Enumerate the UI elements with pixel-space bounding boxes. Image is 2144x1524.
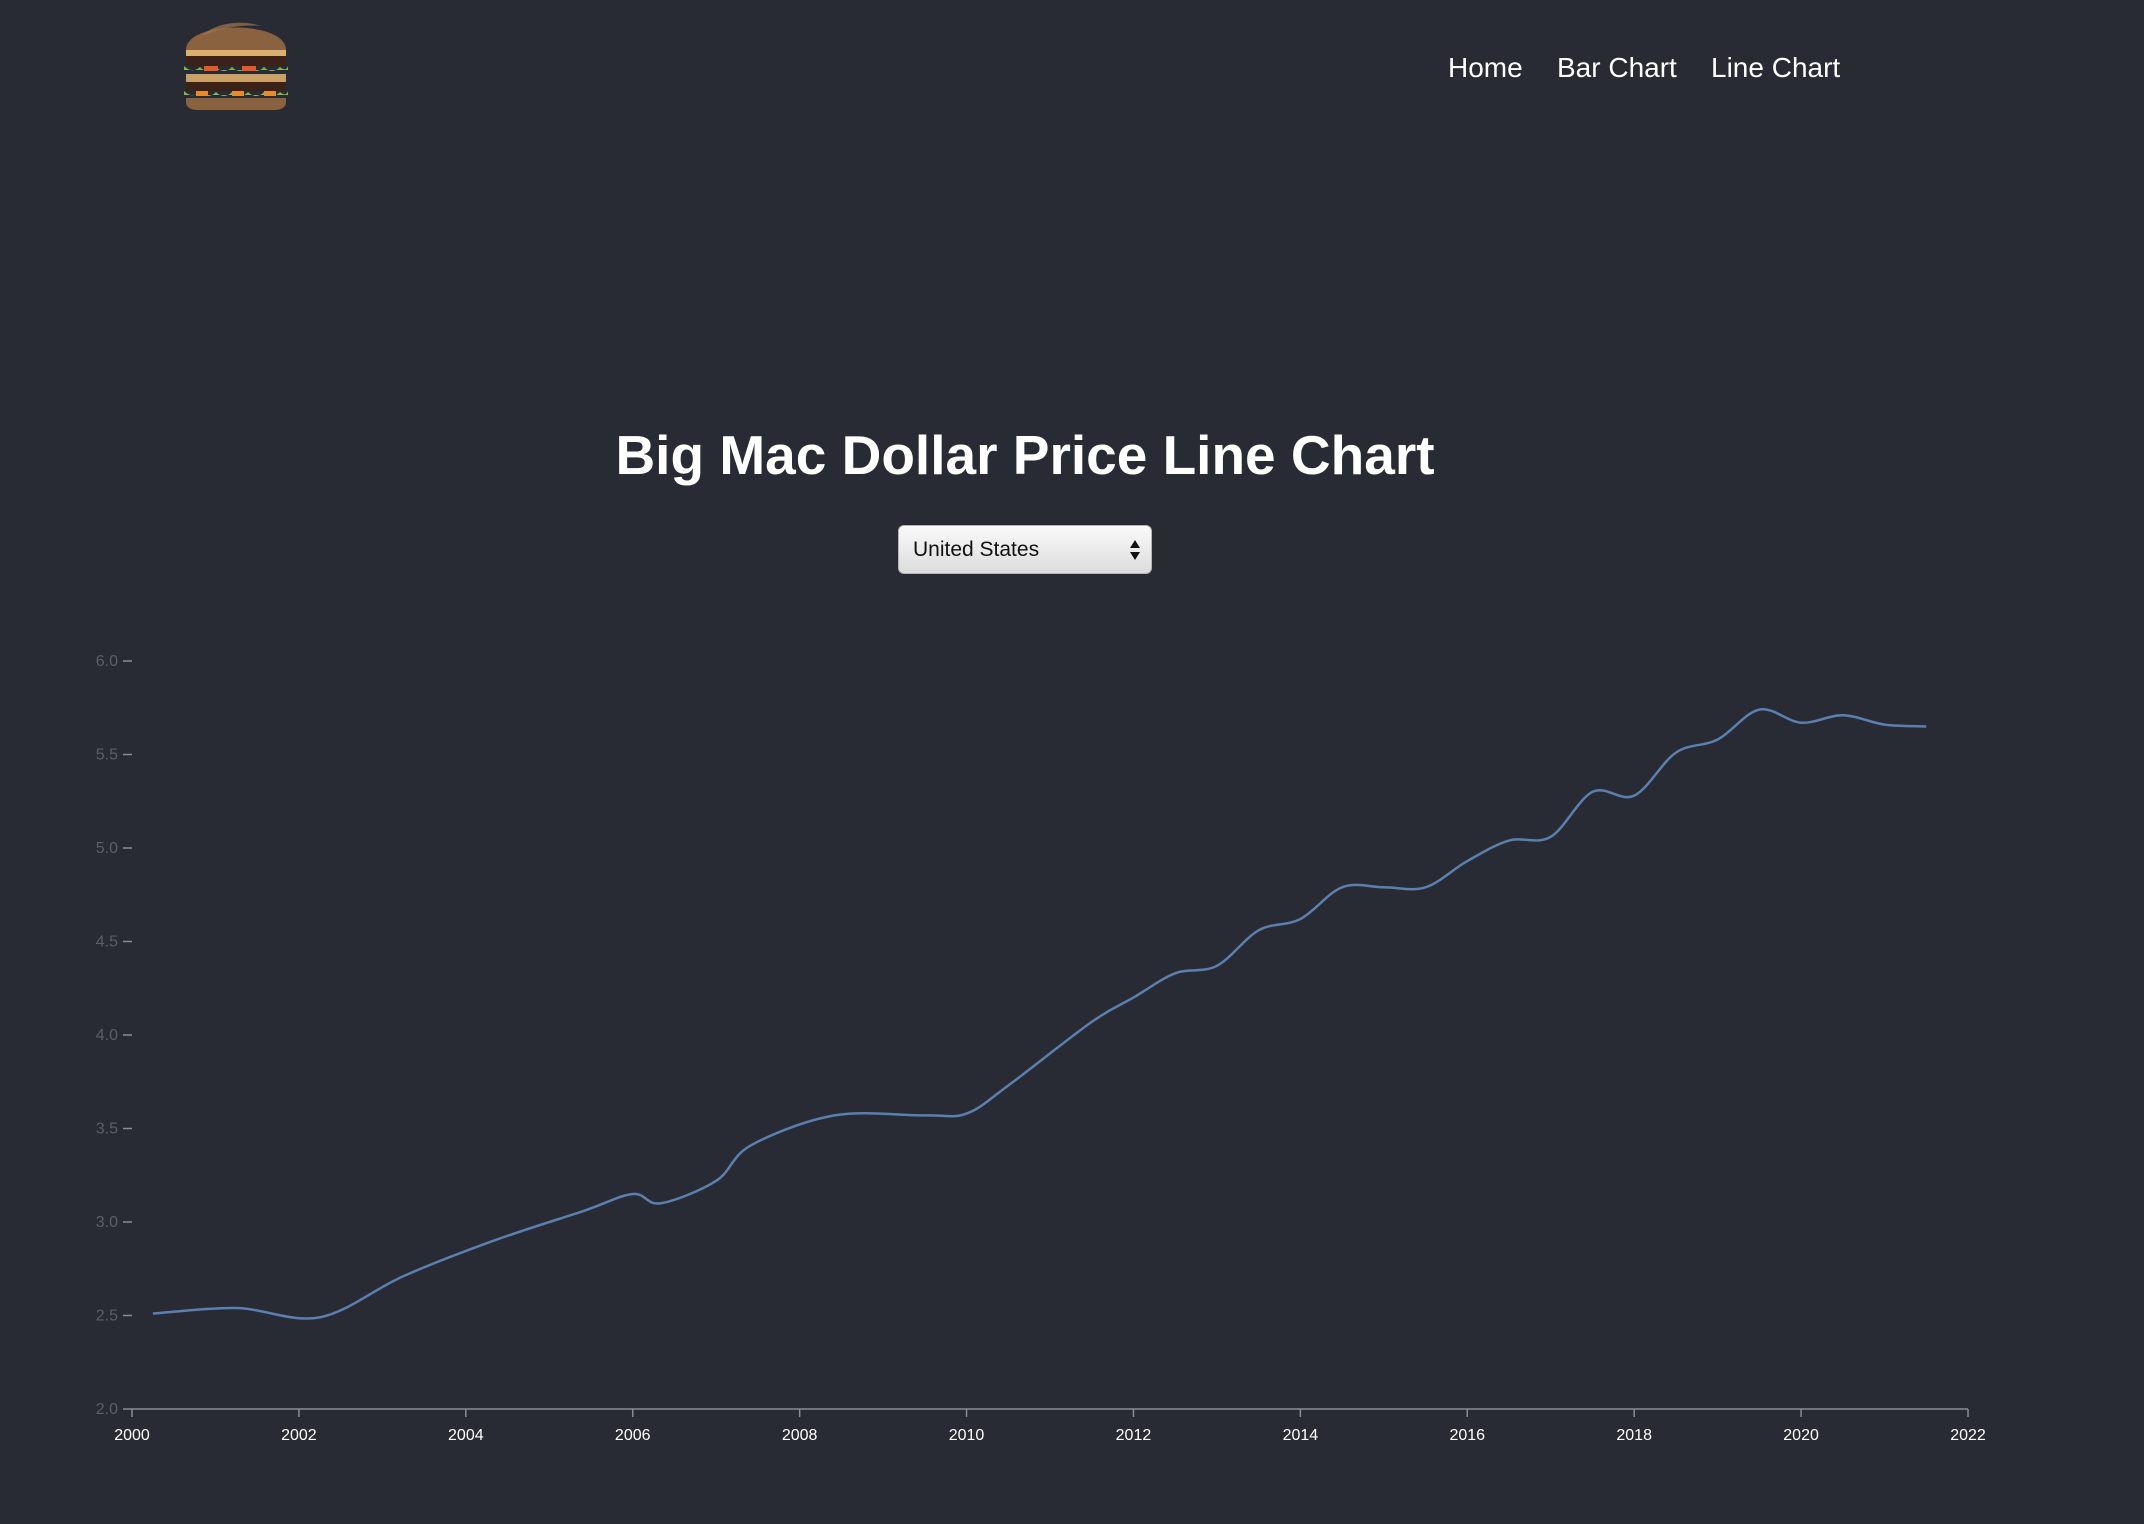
x-tick-label: 2016 <box>1449 1427 1485 1444</box>
y-tick-label: 3.5 <box>96 1121 118 1138</box>
nav-line-chart-link[interactable]: Line Chart <box>1711 52 1841 83</box>
select-arrows-icon <box>1130 540 1140 560</box>
x-tick-label: 2018 <box>1616 1427 1652 1444</box>
y-tick-label: 4.5 <box>96 934 118 951</box>
x-tick-label: 2014 <box>1283 1427 1319 1444</box>
nav-bar-chart-link[interactable]: Bar Chart <box>1557 52 1677 83</box>
burger-logo-icon[interactable] <box>182 14 290 110</box>
x-tick-label: 2012 <box>1116 1427 1152 1444</box>
nav-home-link[interactable]: Home <box>1448 52 1523 83</box>
y-tick-label: 5.5 <box>96 747 118 764</box>
y-tick-label: 6.0 <box>96 653 118 670</box>
y-axis: 2.0 2.5 3.0 3.5 4.0 4.5 5.0 5.5 6.0 <box>96 653 132 1418</box>
page-title: Big Mac Dollar Price Line Chart <box>615 424 1435 486</box>
y-tick-label: 5.0 <box>96 840 118 857</box>
y-tick-label: 2.5 <box>96 1308 118 1325</box>
x-tick-label: 2022 <box>1950 1427 1986 1444</box>
y-tick-label: 3.0 <box>96 1214 118 1231</box>
x-tick-label: 2010 <box>949 1427 985 1444</box>
x-tick-label: 2008 <box>782 1427 818 1444</box>
x-axis: 2000 2002 2004 2006 2008 2010 2012 2014 2016 2018… <box>114 1408 1986 1444</box>
x-tick-label: 2006 <box>615 1427 651 1444</box>
series-line-0 <box>152 708 1927 1320</box>
y-tick-label: 4.0 <box>96 1027 118 1044</box>
country-select[interactable]: United States <box>898 525 1152 574</box>
x-tick-label: 2004 <box>448 1427 484 1444</box>
x-tick-label: 2002 <box>281 1427 317 1444</box>
plot-area <box>152 708 1927 1320</box>
country-select-value: United States <box>913 538 1040 561</box>
x-tick-label: 2020 <box>1783 1427 1819 1444</box>
y-tick-label: 2.0 <box>96 1401 118 1418</box>
x-tick-label: 2000 <box>114 1427 150 1444</box>
